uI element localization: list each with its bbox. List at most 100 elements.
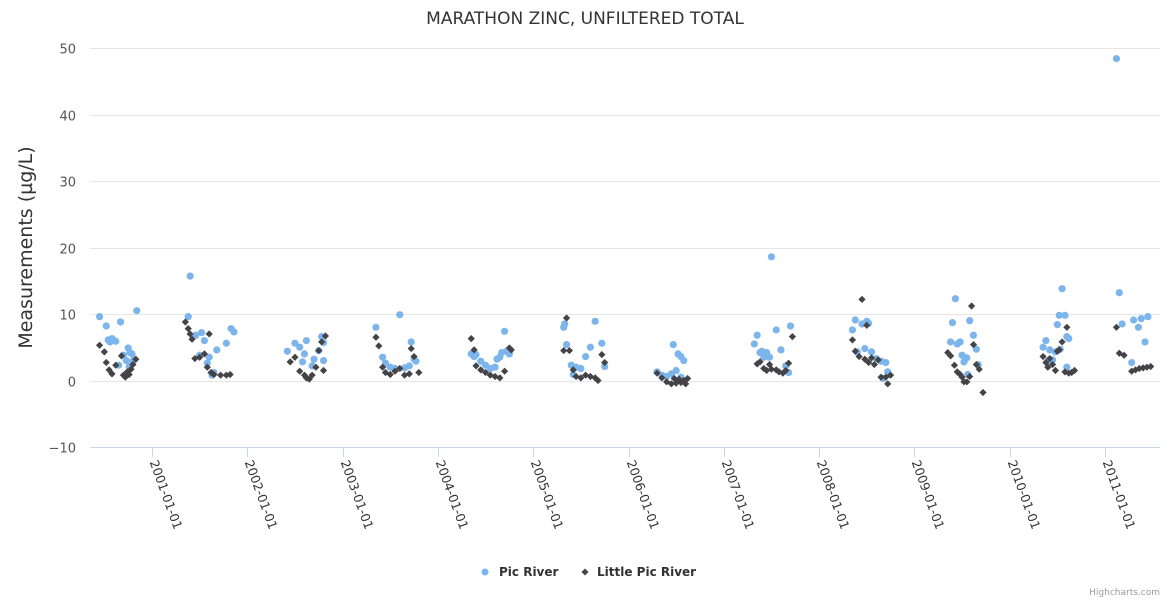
data-point[interactable] <box>375 342 383 350</box>
data-point[interactable] <box>577 374 585 382</box>
data-point[interactable] <box>1051 366 1060 375</box>
data-point[interactable] <box>779 369 787 377</box>
data-point[interactable] <box>181 318 189 326</box>
data-point[interactable] <box>407 344 415 353</box>
data-point[interactable] <box>405 370 413 378</box>
data-point[interactable] <box>680 356 688 365</box>
data-point[interactable] <box>1039 343 1047 351</box>
data-point[interactable] <box>496 353 504 361</box>
data-point[interactable] <box>848 326 857 334</box>
data-point[interactable] <box>372 323 380 331</box>
data-point[interactable] <box>319 366 328 375</box>
data-point[interactable] <box>591 317 599 325</box>
data-point[interactable] <box>286 358 294 366</box>
data-point[interactable] <box>296 343 304 351</box>
data-point[interactable] <box>226 370 234 379</box>
data-point[interactable] <box>477 357 485 365</box>
data-point[interactable] <box>129 360 137 369</box>
data-point[interactable] <box>950 361 959 369</box>
data-point[interactable] <box>972 360 980 369</box>
data-point[interactable] <box>95 341 104 349</box>
data-point[interactable] <box>132 355 140 363</box>
data-point[interactable] <box>865 358 873 367</box>
data-point[interactable] <box>750 340 758 348</box>
data-point[interactable] <box>870 360 878 369</box>
data-point[interactable] <box>302 374 310 382</box>
data-point[interactable] <box>960 358 968 366</box>
data-point[interactable] <box>669 340 677 349</box>
data-point[interactable] <box>577 364 585 373</box>
data-point[interactable] <box>415 368 423 377</box>
data-point[interactable] <box>969 331 978 339</box>
data-point[interactable] <box>200 337 209 345</box>
data-point[interactable] <box>1129 316 1138 324</box>
data-point[interactable] <box>184 325 192 333</box>
data-point[interactable] <box>507 346 515 354</box>
data-point[interactable] <box>851 316 859 324</box>
data-point[interactable] <box>765 360 774 369</box>
data-point[interactable] <box>772 326 780 334</box>
data-point[interactable] <box>884 380 892 388</box>
data-point[interactable] <box>386 370 394 379</box>
data-point[interactable] <box>772 366 780 374</box>
data-point[interactable] <box>1058 285 1066 293</box>
data-point[interactable] <box>125 370 133 379</box>
data-point[interactable] <box>956 370 964 379</box>
data-point[interactable] <box>777 346 785 354</box>
data-point[interactable] <box>966 317 974 325</box>
data-point[interactable] <box>95 313 104 321</box>
data-point[interactable] <box>230 328 238 336</box>
data-point[interactable] <box>192 331 200 339</box>
data-point[interactable] <box>1144 313 1152 321</box>
data-point[interactable] <box>767 253 776 261</box>
data-point[interactable] <box>867 354 876 362</box>
data-point[interactable] <box>672 366 680 375</box>
data-point[interactable] <box>1070 366 1079 375</box>
data-point[interactable] <box>308 371 316 379</box>
data-point[interactable] <box>1053 321 1061 329</box>
data-point[interactable] <box>877 373 885 381</box>
data-point[interactable] <box>786 322 795 330</box>
data-point[interactable] <box>760 353 768 361</box>
data-point[interactable] <box>680 376 688 385</box>
data-point[interactable] <box>677 378 685 387</box>
data-point[interactable] <box>296 367 304 375</box>
data-point[interactable] <box>882 358 890 367</box>
data-point[interactable] <box>569 366 577 374</box>
data-point[interactable] <box>184 313 192 321</box>
data-point[interactable] <box>1046 354 1054 363</box>
data-point[interactable] <box>410 352 418 361</box>
data-point[interactable] <box>562 340 571 349</box>
data-point[interactable] <box>861 344 869 353</box>
data-point[interactable] <box>1063 323 1071 331</box>
data-point[interactable] <box>1068 368 1076 377</box>
data-point[interactable] <box>975 365 983 373</box>
data-point[interactable] <box>848 336 857 344</box>
data-point[interactable] <box>472 362 480 370</box>
data-point[interactable] <box>663 378 671 386</box>
data-point[interactable] <box>562 314 571 322</box>
data-point[interactable] <box>477 366 485 374</box>
legend-item-little-pic-river[interactable]: Little Pic River <box>581 565 697 579</box>
data-point[interactable] <box>405 362 413 370</box>
data-point[interactable] <box>788 333 797 341</box>
data-point[interactable] <box>481 368 490 377</box>
data-point[interactable] <box>972 345 980 353</box>
data-point[interactable] <box>767 365 776 373</box>
data-point[interactable] <box>582 352 590 361</box>
data-point[interactable] <box>598 350 606 359</box>
data-point[interactable] <box>1128 358 1136 367</box>
data-point[interactable] <box>491 372 499 381</box>
data-point[interactable] <box>601 358 609 367</box>
data-point[interactable] <box>1055 346 1063 354</box>
data-point[interactable] <box>948 319 957 327</box>
data-point[interactable] <box>1147 362 1155 371</box>
data-point[interactable] <box>855 352 863 361</box>
data-point[interactable] <box>302 337 310 345</box>
data-point[interactable] <box>205 330 213 338</box>
data-point[interactable] <box>200 350 209 358</box>
data-point[interactable] <box>312 363 320 371</box>
data-point[interactable] <box>967 302 976 310</box>
data-point[interactable] <box>1055 311 1063 319</box>
data-point[interactable] <box>874 356 882 364</box>
